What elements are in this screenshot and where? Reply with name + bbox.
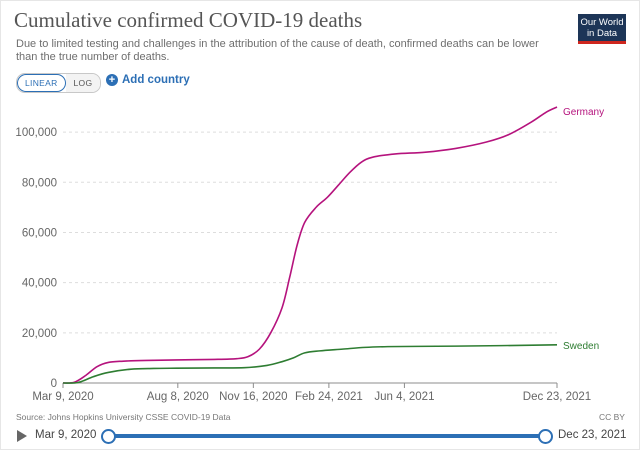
timeline-end-handle[interactable] (538, 429, 553, 444)
y-tick-label: 0 (51, 378, 57, 390)
y-tick-label: 40,000 (22, 278, 57, 290)
x-tick-label: Nov 16, 2020 (219, 391, 287, 403)
y-tick-label: 60,000 (22, 227, 57, 239)
y-tick-label: 20,000 (22, 328, 57, 340)
x-tick-label: Mar 9, 2020 (32, 391, 93, 403)
timeline-start-label: Mar 9, 2020 (35, 429, 97, 441)
y-tick-label: 80,000 (22, 177, 57, 189)
play-icon[interactable] (17, 430, 27, 442)
log-scale-button[interactable]: LOG (65, 74, 101, 92)
add-country-button[interactable]: + Add country (106, 74, 190, 86)
series-label-sweden[interactable]: Sweden (563, 341, 599, 352)
timeline: Mar 9, 2020 Dec 23, 2021 (0, 424, 640, 448)
logo-line-2: in Data (586, 28, 618, 39)
logo-line-1: Our World (580, 17, 624, 28)
linear-scale-button[interactable]: LINEAR (17, 74, 66, 92)
x-tick-label: Jun 4, 2021 (374, 391, 434, 403)
owid-logo[interactable]: Our World in Data (578, 14, 626, 44)
license-link[interactable]: CC BY (599, 412, 625, 422)
timeline-start-handle[interactable] (101, 429, 116, 444)
timeline-end-label: Dec 23, 2021 (558, 429, 627, 441)
timeline-track[interactable] (107, 434, 545, 438)
series-line-sweden[interactable] (62, 344, 558, 384)
logo-accent-bar (578, 41, 626, 44)
line-chart: 0 20,000 40,000 60,000 80,000 100,000 Mar 9, … (15, 106, 604, 403)
source-note: Source: Johns Hopkins University CSSE CO… (16, 412, 231, 422)
chart-title: Cumulative confirmed COVID-19 deaths (14, 8, 363, 32)
scale-toggle: LINEAR LOG (16, 73, 102, 93)
add-country-label: Add country (122, 74, 190, 86)
x-tick-label: Aug 8, 2020 (147, 391, 209, 403)
plus-icon: + (106, 74, 118, 86)
x-tick-label: Dec 23, 2021 (523, 391, 591, 403)
y-tick-label: 100,000 (15, 127, 57, 139)
x-tick-label: Feb 24, 2021 (295, 391, 363, 403)
chart-subtitle: Due to limited testing and challenges in… (16, 38, 539, 63)
series-line-germany[interactable] (62, 106, 558, 384)
series-label-germany[interactable]: Germany (563, 107, 604, 118)
